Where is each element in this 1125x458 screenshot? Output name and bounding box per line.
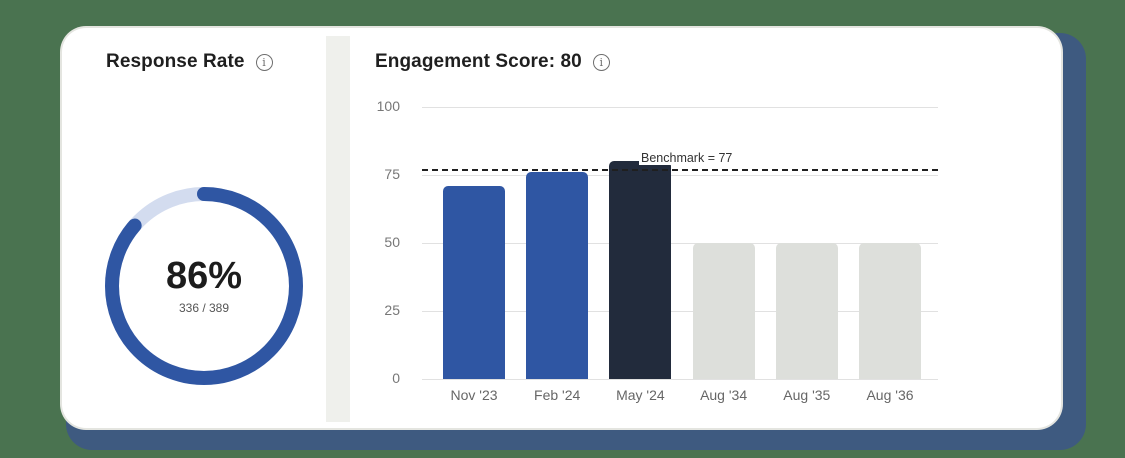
y-axis-tick: 50 bbox=[384, 234, 400, 250]
x-axis-label: Nov '23 bbox=[450, 387, 498, 403]
bar-aug-35[interactable] bbox=[775, 243, 838, 379]
dashboard-card: Response Rate i 86% 336 / 389 Engagement… bbox=[62, 28, 1061, 428]
y-axis-tick: 25 bbox=[384, 302, 400, 318]
panel-divider bbox=[326, 36, 350, 422]
bar-nov-23[interactable] bbox=[443, 185, 505, 379]
engagement-score-title-text: Engagement Score: 80 bbox=[375, 51, 582, 72]
donut-center: 86% 336 / 389 bbox=[100, 182, 308, 390]
info-icon[interactable]: i bbox=[592, 53, 610, 71]
response-rate-fraction: 336 / 389 bbox=[178, 301, 230, 315]
donut-progress-arc bbox=[105, 187, 303, 385]
gridline bbox=[422, 243, 938, 244]
benchmark-line bbox=[422, 168, 938, 171]
engagement-score-title: Engagement Score: 80 i bbox=[375, 51, 610, 73]
bar-aug-36[interactable] bbox=[859, 243, 921, 379]
x-axis-label: Aug '35 bbox=[783, 387, 831, 403]
gridline bbox=[422, 379, 938, 380]
x-axis-label: Aug '36 bbox=[866, 387, 914, 403]
donut-ring bbox=[105, 187, 303, 385]
y-axis-tick: 0 bbox=[392, 370, 400, 386]
gridline bbox=[422, 107, 938, 108]
engagement-bar-chart: 0 25 50 75 100 Nov '23 Feb '24 May '24 Aug '34 Au… bbox=[362, 98, 952, 418]
response-rate-donut: 86% 336 / 389 bbox=[100, 182, 308, 390]
bar-feb-24[interactable] bbox=[526, 172, 589, 379]
response-rate-title-text: Response Rate bbox=[106, 51, 245, 72]
gridline bbox=[422, 311, 938, 312]
response-rate-percent: 86% bbox=[165, 255, 243, 297]
bar-aug-34[interactable] bbox=[692, 243, 755, 379]
bar-may-24[interactable] bbox=[609, 161, 672, 379]
info-icon[interactable]: i bbox=[255, 53, 273, 71]
x-axis-label: Aug '34 bbox=[700, 387, 748, 403]
y-axis-tick: 75 bbox=[384, 166, 400, 182]
x-axis-label: Feb '24 bbox=[534, 387, 581, 403]
x-axis-label: May '24 bbox=[616, 387, 665, 403]
gridline bbox=[422, 175, 938, 176]
response-rate-title: Response Rate i bbox=[106, 51, 273, 73]
y-axis-tick: 100 bbox=[376, 98, 400, 114]
benchmark-label: Benchmark = 77 bbox=[639, 150, 735, 165]
